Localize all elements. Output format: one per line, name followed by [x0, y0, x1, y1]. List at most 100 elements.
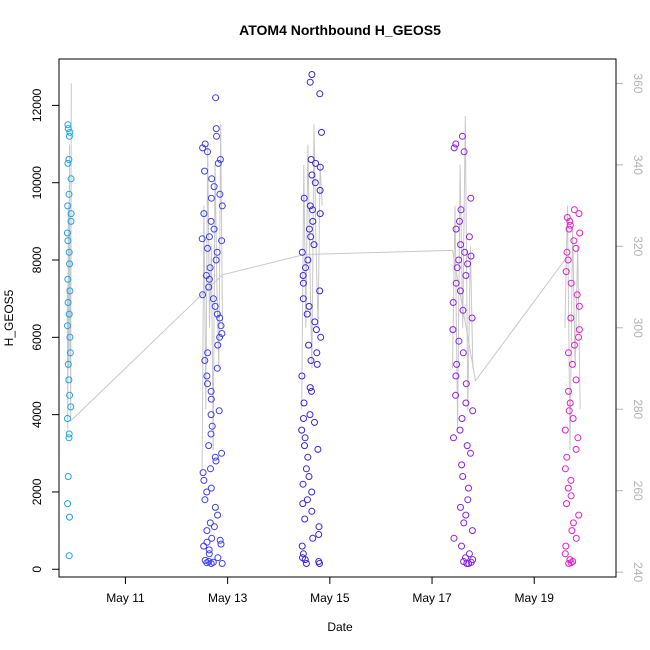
data-point: [205, 558, 213, 565]
data-point: [208, 175, 216, 183]
data-point: [207, 395, 215, 403]
data-point: [563, 500, 570, 508]
data-point: [312, 159, 320, 167]
data-point: [565, 407, 573, 415]
data-point: [65, 156, 73, 163]
data-point: [316, 90, 324, 98]
data-point: [467, 449, 474, 457]
data-point: [66, 128, 74, 136]
y-tick-label: 6000: [30, 324, 44, 351]
data-point: [205, 283, 213, 291]
x-tick-label: May 13: [208, 591, 248, 605]
data-point: [299, 272, 307, 279]
data-point: [570, 237, 578, 245]
data-point: [313, 349, 321, 357]
data-point: [67, 175, 75, 183]
y2-tick-label: 300: [631, 318, 645, 338]
data-point: [206, 519, 214, 527]
data-point: [450, 534, 458, 542]
data-point: [65, 430, 73, 438]
data-point: [311, 179, 319, 187]
data-point: [218, 560, 226, 567]
data-point: [460, 519, 468, 527]
data-point: [207, 465, 214, 473]
data-point: [571, 341, 578, 349]
data-point: [455, 337, 463, 345]
data-point: [462, 272, 470, 279]
data-point: [217, 322, 225, 330]
data-point: [569, 519, 577, 527]
data-point: [455, 256, 463, 264]
data-point: [298, 372, 306, 380]
data-point: [201, 357, 209, 364]
data-point: [65, 248, 73, 256]
data-point: [65, 434, 73, 442]
data-point: [66, 287, 74, 295]
data-point: [312, 326, 320, 334]
data-point: [216, 156, 224, 163]
axes-group: May 11 May 13 May 15 May 17 May 19 0 2000 4000 6…: [30, 73, 645, 605]
data-point: [216, 333, 224, 341]
data-point: [572, 534, 580, 542]
data-point: [318, 128, 325, 136]
data-point: [569, 415, 577, 422]
data-point: [452, 225, 460, 233]
data-point: [208, 534, 216, 542]
data-point: [213, 132, 220, 140]
data-point: [201, 496, 209, 504]
data-point: [218, 449, 226, 457]
data-point: [452, 372, 460, 380]
data-point: [469, 556, 477, 564]
chart-title: ATOM4 Northbound H_GEOS5: [239, 22, 441, 38]
data-point: [212, 125, 220, 133]
data-point: [63, 229, 71, 237]
data-point: [216, 536, 224, 544]
data-point: [459, 473, 467, 480]
data-point: [314, 445, 322, 453]
data-point: [305, 225, 313, 233]
data-point: [213, 248, 221, 256]
data-point: [315, 531, 323, 538]
data-point: [304, 453, 312, 461]
data-point: [311, 418, 318, 426]
data-point: [212, 94, 220, 102]
data-point: [309, 206, 316, 214]
data-point: [317, 333, 325, 341]
data-point: [303, 310, 311, 318]
data-point: [575, 333, 582, 341]
data-point: [205, 546, 213, 554]
data-point: [564, 256, 572, 264]
data-point: [453, 360, 461, 368]
data-point: [209, 295, 217, 303]
data-point: [300, 399, 308, 407]
data-point: [306, 411, 314, 419]
data-point: [467, 194, 475, 202]
data-point: [307, 357, 315, 364]
data-point: [563, 453, 571, 461]
data-point: [567, 476, 575, 484]
data-point: [316, 186, 324, 194]
data-point: [299, 554, 306, 562]
data-point: [307, 156, 315, 163]
data-point: [467, 252, 475, 260]
data-point: [66, 513, 73, 521]
x-tick-label: May 11: [106, 591, 145, 605]
data-point: [567, 279, 575, 287]
data-point: [67, 217, 75, 225]
data-point: [205, 550, 213, 558]
data-point: [301, 442, 308, 450]
data-point: [313, 360, 321, 368]
data-point: [457, 241, 465, 249]
data-point: [298, 248, 306, 256]
data-point: [456, 287, 464, 295]
data-point: [64, 299, 72, 306]
data-point: [568, 360, 576, 368]
y2-tick-label: 260: [631, 481, 645, 501]
data-point: [300, 194, 308, 202]
data-point: [65, 190, 73, 198]
data-point: [575, 210, 583, 218]
data-point: [203, 488, 211, 496]
data-point: [211, 503, 219, 511]
data-point: [316, 163, 324, 171]
data-point: [574, 434, 582, 442]
